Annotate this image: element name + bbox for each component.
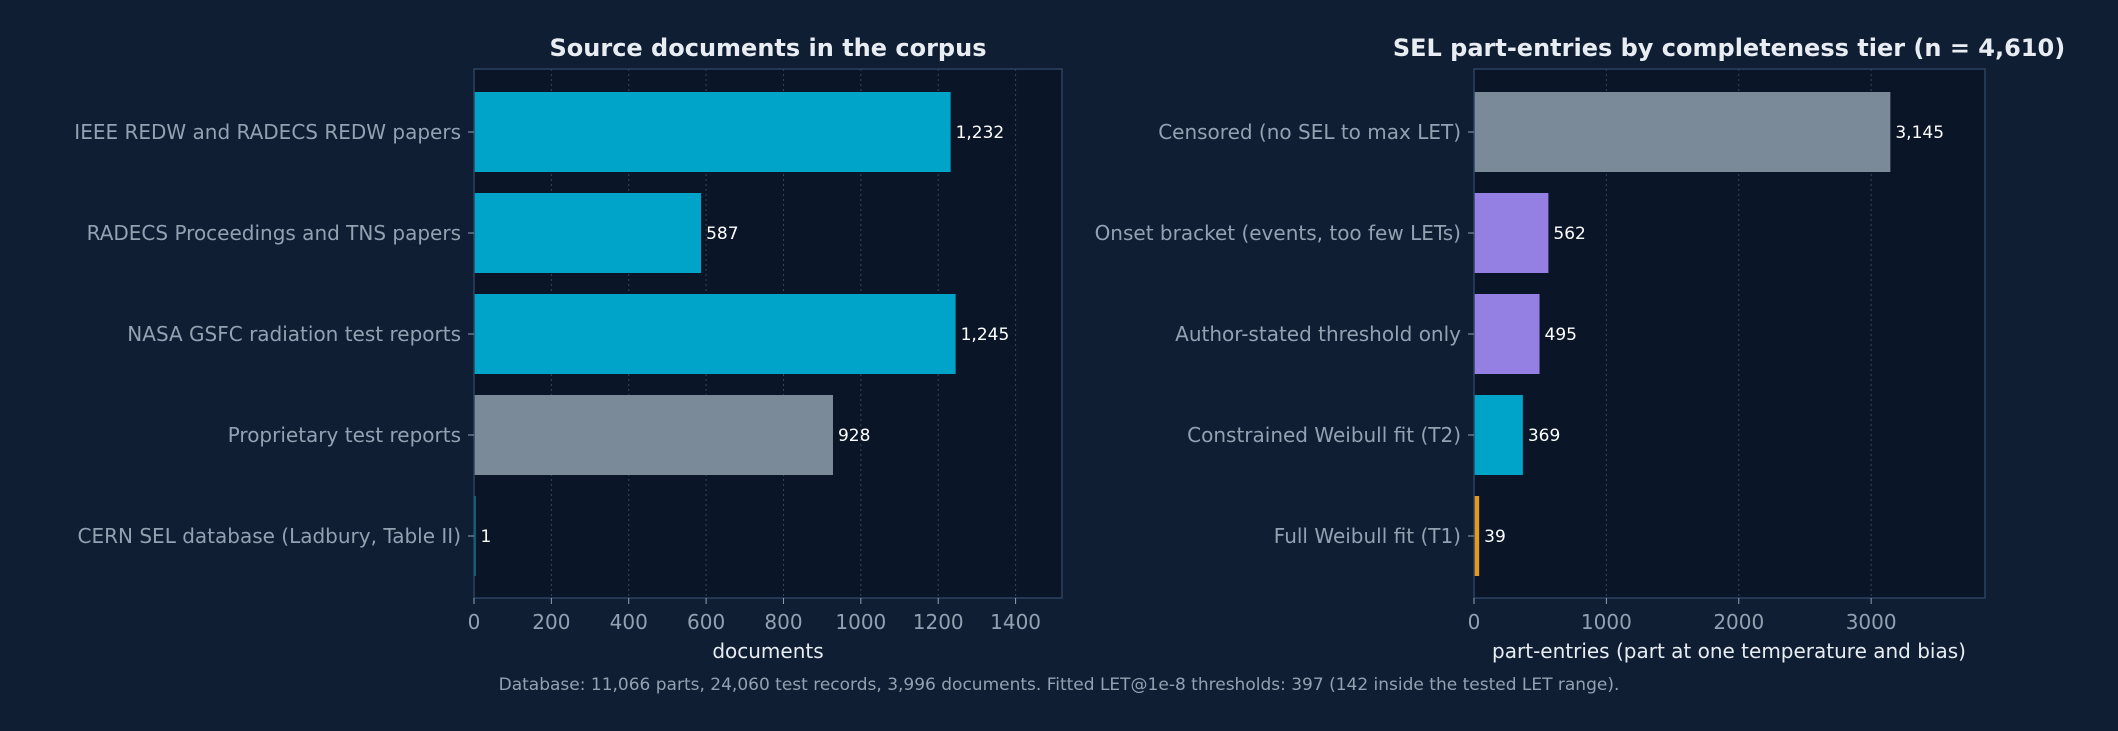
x-ticks: 0 200 400 600 800 1000 1200 1400 <box>468 598 1041 634</box>
category-label: Onset bracket (events, too few LETs) <box>1095 221 1461 245</box>
x-tick-label: 1400 <box>990 610 1041 634</box>
value-label: 562 <box>1553 224 1585 244</box>
category-labels: Censored (no SEL to max LET) Onset bracke… <box>1095 120 1474 548</box>
x-tick-label: 1200 <box>913 610 964 634</box>
bar-censored-no-sel-to-max-let <box>1474 92 1891 172</box>
x-tick-label: 0 <box>1468 610 1481 634</box>
bar-proprietary-test-reports <box>474 395 833 475</box>
bar-author-stated-threshold-only <box>1474 294 1540 374</box>
value-labels: 3,145 562 495 369 39 <box>1484 123 1944 547</box>
chart-title: SEL part-entries by completeness tier (n… <box>1393 34 2065 62</box>
footnote: Database: 11,066 parts, 24,060 test reco… <box>499 675 1620 695</box>
value-label: 587 <box>706 224 738 244</box>
bar-ieee-redw-and-radecs-redw-papers <box>474 92 951 172</box>
x-tick-label: 1000 <box>835 610 886 634</box>
x-ticks: 0 1000 2000 3000 <box>1468 598 1897 634</box>
x-axis-label: documents <box>712 639 823 663</box>
value-label: 928 <box>838 426 870 446</box>
category-labels: IEEE REDW and RADECS REDW papers RADECS P… <box>74 120 474 548</box>
category-label: Constrained Weibull fit (T2) <box>1187 423 1461 447</box>
bar-radecs-proceedings-and-tns-papers <box>474 193 702 273</box>
category-label: RADECS Proceedings and TNS papers <box>87 221 461 245</box>
grid <box>1605 69 1872 598</box>
category-label: Proprietary test reports <box>228 423 461 447</box>
x-tick-label: 200 <box>532 610 570 634</box>
chart-source-documents: IEEE REDW and RADECS REDW papers RADECS P… <box>74 34 1063 663</box>
x-tick-label: 800 <box>764 610 802 634</box>
value-label: 1 <box>481 527 492 547</box>
x-tick-label: 0 <box>468 610 481 634</box>
grid <box>550 69 1017 598</box>
value-label: 1,245 <box>961 325 1010 345</box>
chart-sel-tiers: Censored (no SEL to max LET) Onset bracke… <box>1095 34 2066 663</box>
bars <box>1474 92 1891 576</box>
x-axis-label: part-entries (part at one temperature an… <box>1492 639 1966 663</box>
value-label: 3,145 <box>1895 123 1944 143</box>
value-labels: 1,232 587 1,245 928 1 <box>481 123 1010 547</box>
category-label: CERN SEL database (Ladbury, Table II) <box>78 524 461 548</box>
bars <box>474 92 956 576</box>
x-tick-label: 600 <box>687 610 725 634</box>
category-label: Censored (no SEL to max LET) <box>1158 120 1461 144</box>
chart-title: Source documents in the corpus <box>550 34 987 62</box>
value-label: 1,232 <box>956 123 1005 143</box>
bar-full-weibull-fit-t1 <box>1474 496 1480 576</box>
x-tick-label: 1000 <box>1581 610 1632 634</box>
value-label: 495 <box>1545 325 1577 345</box>
category-label: Author-stated threshold only <box>1175 322 1461 346</box>
x-tick-label: 3000 <box>1846 610 1897 634</box>
category-label: IEEE REDW and RADECS REDW papers <box>74 120 461 144</box>
bar-constrained-weibull-fit-t2 <box>1474 395 1523 475</box>
bar-nasa-gsfc-radiation-test-reports <box>474 294 956 374</box>
category-label: Full Weibull fit (T1) <box>1274 524 1461 548</box>
value-label: 39 <box>1484 527 1506 547</box>
bar-onset-bracket-events-too-few-lets <box>1474 193 1549 273</box>
x-tick-label: 400 <box>610 610 648 634</box>
x-tick-label: 2000 <box>1713 610 1764 634</box>
category-label: NASA GSFC radiation test reports <box>127 322 461 346</box>
value-label: 369 <box>1528 426 1560 446</box>
